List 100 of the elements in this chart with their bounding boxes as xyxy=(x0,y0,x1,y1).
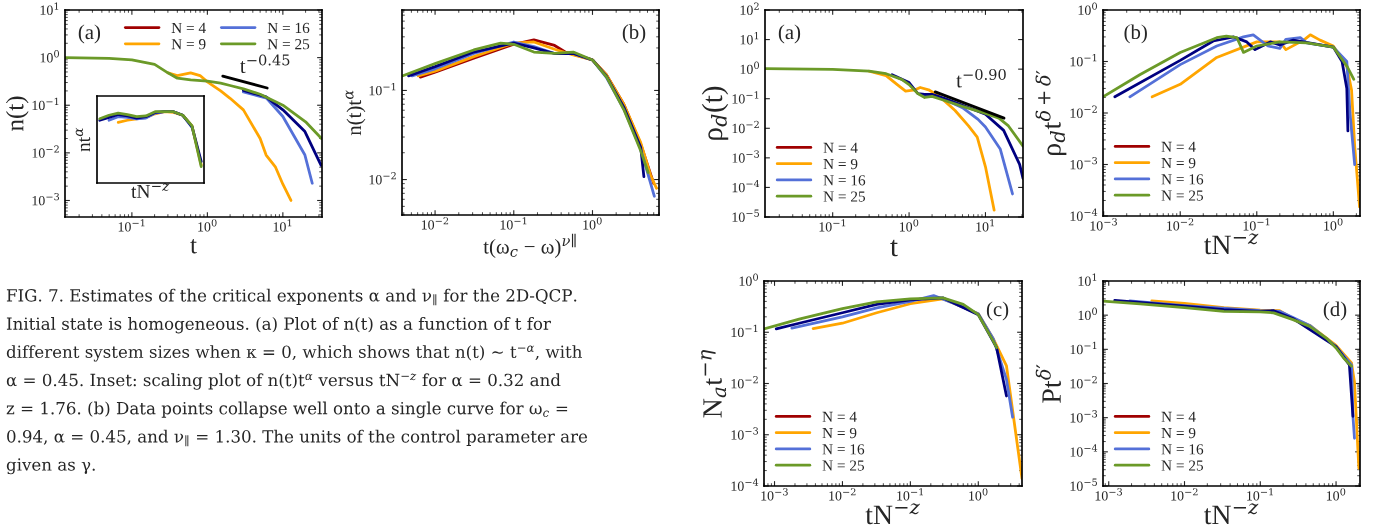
text: different system sizes when κ = 0, which shows that n(t) ∼ t$^{−α}$, with xyxy=(6,345,582,362)
legend-label: N = 25 xyxy=(267,39,310,50)
legend-label: N = 16 xyxy=(267,22,310,34)
legend-label: N = 25 xyxy=(823,191,866,202)
legend-label: N = 4 xyxy=(823,142,858,153)
legend-label: N = 25 xyxy=(822,460,865,471)
x-tick-label: 10$^{0}$ xyxy=(1326,488,1346,501)
x-tick-label: 10$^{−2}$ xyxy=(421,217,449,230)
y-tick-label: 10$^{−2}$ xyxy=(732,120,759,134)
legend-label: N = 9 xyxy=(823,158,858,170)
legend-label: N = 9 xyxy=(1161,157,1196,169)
legend-label: N = 4 xyxy=(822,411,857,422)
y-tick-label: 10$^{−4}$ xyxy=(731,478,759,491)
y-tick-label: 10$^{0}$ xyxy=(1078,307,1097,321)
x-tick-label: 10$^{0}$ xyxy=(969,488,988,501)
text: 0.94, α = 0.45, and ν$_{∥}$ = 1.30. The units of the control parameter are xyxy=(7,429,588,447)
x-tick-label: 10$^{−2}$ xyxy=(1167,218,1194,231)
x-tick-label: 10$^{−2}$ xyxy=(1171,488,1198,501)
x-axis-title: tN$^{−z}$ xyxy=(1204,233,1259,255)
x-axis-title: tN$^{−z}$ xyxy=(1204,503,1259,525)
y-tick-label: 10$^{0}$ xyxy=(1078,2,1097,15)
x-tick-label: 10$^{−2}$ xyxy=(829,488,856,501)
legend-label: N = 4 xyxy=(1161,141,1196,152)
y-tick-label: 10$^{1}$ xyxy=(40,2,59,15)
x-tick-label: 10$^{−1}$ xyxy=(118,219,145,232)
x-tick-label: 10$^{−1}$ xyxy=(819,219,846,232)
y-tick-label: 10$^{−5}$ xyxy=(1070,478,1097,491)
x-tick-label: 10$^{−1}$ xyxy=(1243,218,1270,231)
y-tick-label: 10$^{−3}$ xyxy=(1070,156,1098,170)
text: Initial state is homogeneous. (a) Plot of n(t) as a function of t for xyxy=(6,317,551,334)
x-tick-label: 10$^{−3}$ xyxy=(1095,488,1122,501)
y-tick-label: 10$^{−2}$ xyxy=(32,145,59,158)
x-tick-label: 10$^{−1}$ xyxy=(1247,488,1273,501)
y-tick-label: 10$^{0}$ xyxy=(740,61,759,74)
annotation: t$^{−0.45}$ xyxy=(240,54,290,74)
text: z = 1.76. (b) Data points collapse well onto a single curve for ω$_{c}$ = xyxy=(6,401,568,418)
annotation: (c) xyxy=(986,301,1009,321)
legend-label: N = 4 xyxy=(1161,411,1196,422)
y-axis-title: ρ$_{d}$t$^{δ+δ′}$ xyxy=(1035,70,1067,155)
x-tick-label: 10$^{−1}$ xyxy=(897,488,923,501)
x-tick-label: 10$^{1}$ xyxy=(976,219,994,232)
legend-label: N = 9 xyxy=(1161,427,1196,439)
y-tick-label: 10$^{−1}$ xyxy=(32,97,59,111)
y-axis-title: n(t)t$^{α}$ xyxy=(345,90,366,136)
legend-label: N = 16 xyxy=(823,175,866,186)
legend-label: N = 16 xyxy=(822,444,865,455)
text: given as γ. xyxy=(6,458,95,475)
legend-label: N = 9 xyxy=(822,427,857,439)
y-tick-label: 10$^{−1}$ xyxy=(1070,53,1097,67)
legend-label: N = 16 xyxy=(1161,174,1204,185)
legend-label: N = 25 xyxy=(1161,460,1204,471)
x-axis-title: t xyxy=(890,239,898,257)
x-tick-label: 10$^{0}$ xyxy=(198,219,217,232)
y-tick-label: 10$^{−1}$ xyxy=(731,324,758,338)
y-axis-title: N$_{a}$t$^{−η}$ xyxy=(701,350,727,418)
y-tick-label: 10$^{1}$ xyxy=(1078,273,1097,286)
x-tick-label: 10$^{0}$ xyxy=(1324,218,1343,231)
y-tick-label: 10$^{−4}$ xyxy=(1070,444,1098,457)
x-tick-label: 10$^{0}$ xyxy=(583,217,602,230)
y-tick-label: 10$^{2}$ xyxy=(740,2,759,15)
y-tick-label: 10$^{−3}$ xyxy=(32,192,60,206)
x-tick-label: 10$^{−3}$ xyxy=(761,488,788,501)
annotation: (b) xyxy=(622,24,646,44)
y-tick-label: 10$^{1}$ xyxy=(740,32,759,45)
x-axis-title: t(ω$_{c}$ − ω)$^{ν∥}$ xyxy=(483,233,576,258)
y-tick-label: 10$^{−1}$ xyxy=(732,91,759,104)
x-axis-title: tN$^{−z}$ xyxy=(131,183,170,198)
annotation: (b) xyxy=(1124,24,1147,44)
y-tick-label: 10$^{−2}$ xyxy=(1070,105,1097,118)
y-tick-label: 10$^{−3}$ xyxy=(732,150,760,163)
y-tick-label: 10$^{−2}$ xyxy=(731,375,758,389)
x-tick-label: 10$^{1}$ xyxy=(273,219,292,232)
y-tick-label: 10$^{−4}$ xyxy=(732,179,760,193)
y-tick-label: 10$^{−4}$ xyxy=(1070,208,1098,221)
legend-label: N = 16 xyxy=(1161,444,1204,455)
caption: FIG. 7. Estimates of the critical exponents α and ν$_{∥}$ for the 2D-QCP. xyxy=(6,288,577,306)
annotation: (a) xyxy=(78,24,101,44)
y-tick-label: 10$^{−2}$ xyxy=(1070,375,1097,389)
y-tick-label: 10$^{0}$ xyxy=(40,50,59,63)
legend-label: N = 4 xyxy=(171,22,206,33)
x-axis-title: tN$^{−z}$ xyxy=(865,503,920,525)
y-tick-label: 10$^{0}$ xyxy=(739,273,758,286)
y-axis-title: n(t) xyxy=(5,96,29,131)
y-tick-label: 10$^{−1}$ xyxy=(1070,341,1097,355)
annotation: (d) xyxy=(1323,301,1347,321)
y-axis-title: nt$^{α}$ xyxy=(75,127,91,152)
x-tick-label: 10$^{−3}$ xyxy=(1090,218,1117,231)
y-axis-title: ρ$_{d}$(t) xyxy=(701,86,729,140)
annotation: (a) xyxy=(778,24,801,44)
annotation: t$^{−0.90}$ xyxy=(956,68,1006,88)
y-axis-title: Pt$^{δ′}$ xyxy=(1035,364,1061,403)
legend-label: N = 9 xyxy=(171,39,206,50)
x-tick-label: 10$^{−1}$ xyxy=(500,217,527,230)
text: α = 0.45. Inset: scaling plot of n(t)t$^{α}$ versus tN$^{−z}$ for α = 0.32 and xyxy=(6,373,561,390)
y-tick-label: 10$^{−3}$ xyxy=(1070,410,1098,423)
x-axis-title: t xyxy=(190,239,197,254)
legend-label: N = 25 xyxy=(1161,190,1204,201)
y-tick-label: 10$^{−5}$ xyxy=(732,209,759,222)
x-tick-label: 10$^{0}$ xyxy=(899,219,919,232)
y-tick-label: 10$^{−3}$ xyxy=(731,427,759,440)
